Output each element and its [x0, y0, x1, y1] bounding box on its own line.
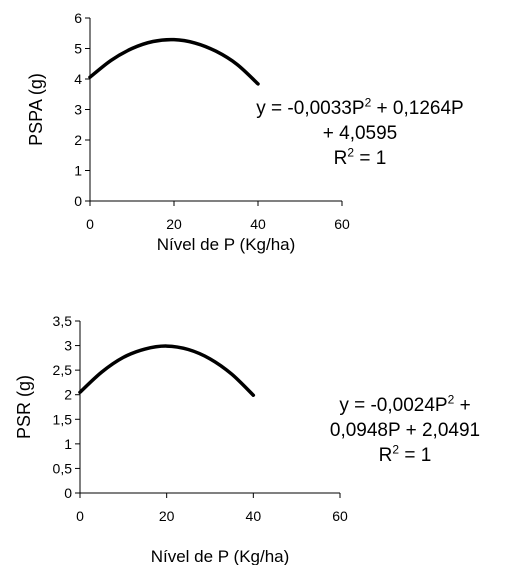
chart-1-y-axis-label: PSPA (g)	[26, 73, 46, 146]
chart-1-y-tick-label: 5	[74, 41, 82, 57]
chart-1-y-tick-label: 0	[74, 193, 82, 209]
chart-2-y-tick-label: 3	[64, 338, 72, 354]
chart-1-x-tick-label: 0	[86, 216, 94, 232]
chart-2-series-1-curve	[78, 344, 256, 397]
chart-1-y-tick-label: 2	[74, 132, 82, 148]
chart-1-x-axis-label: Nível de P (Kg/ha)	[157, 235, 296, 254]
chart-2-y-tick-label: 1	[64, 436, 72, 452]
chart-2-x-tick-label: 60	[332, 508, 348, 524]
chart-2-x-tick-label: 20	[159, 508, 175, 524]
chart-2-equation: y = -0,0024P2 + 0,0948P + 2,0491 R2 = 1	[305, 393, 505, 468]
chart-2-x-tick-label: 40	[246, 508, 262, 524]
chart-2-equation-line-1: y = -0,0024P2 +	[339, 392, 471, 416]
chart-1-r-squared: R2 = 1	[333, 145, 387, 169]
chart-1-equation-line-1: y = -0,0033P2 + 0,1264P	[256, 95, 464, 119]
chart-2-x-tick-label: 0	[76, 508, 84, 524]
chart-2-x-axis-label: Nível de P (Kg/ha)	[151, 547, 290, 565]
chart-2-y-axis-label: PSR (g)	[14, 375, 34, 439]
chart-1-y-tick-label: 4	[74, 71, 82, 87]
chart-1-x-tick-label: 20	[166, 216, 182, 232]
chart-2-r-squared: R2 = 1	[378, 442, 432, 466]
chart-1-y-tick-label: 6	[74, 10, 82, 26]
chart-2-y-tick-label: 0,5	[53, 460, 73, 476]
chart-1-equation: y = -0,0033P2 + 0,1264P + 4,0595 R2 = 1	[250, 96, 470, 171]
chart-2-equation-line-2: 0,0948P + 2,0491	[329, 420, 481, 441]
chart-1-y-tick-label: 1	[74, 163, 82, 179]
chart-2-y-tick-label: 1,5	[53, 411, 73, 427]
chart-2-y-tick-label: 2,5	[53, 362, 73, 378]
chart-1-series-1-curve	[88, 37, 260, 86]
chart-1-equation-line-2: + 4,0595	[322, 123, 398, 144]
chart-1-x-tick-label: 60	[334, 216, 350, 232]
chart-2-y-tick-label: 0	[64, 485, 72, 501]
chart-2-y-tick-label: 3,5	[53, 313, 73, 329]
chart-1-y-tick-label: 3	[74, 102, 82, 118]
chart-2-y-tick-label: 2	[64, 387, 72, 403]
chart-1-x-tick-label: 40	[250, 216, 266, 232]
